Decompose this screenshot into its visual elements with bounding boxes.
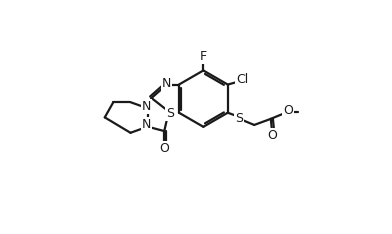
Text: F: F <box>200 50 207 63</box>
Text: S: S <box>166 107 174 120</box>
Text: N: N <box>142 100 151 113</box>
Text: S: S <box>236 112 243 125</box>
Text: O: O <box>283 104 293 117</box>
Text: O: O <box>267 129 277 143</box>
Text: N: N <box>142 118 151 131</box>
Text: Cl: Cl <box>236 73 249 86</box>
Text: N: N <box>162 77 171 90</box>
Text: O: O <box>159 142 169 155</box>
